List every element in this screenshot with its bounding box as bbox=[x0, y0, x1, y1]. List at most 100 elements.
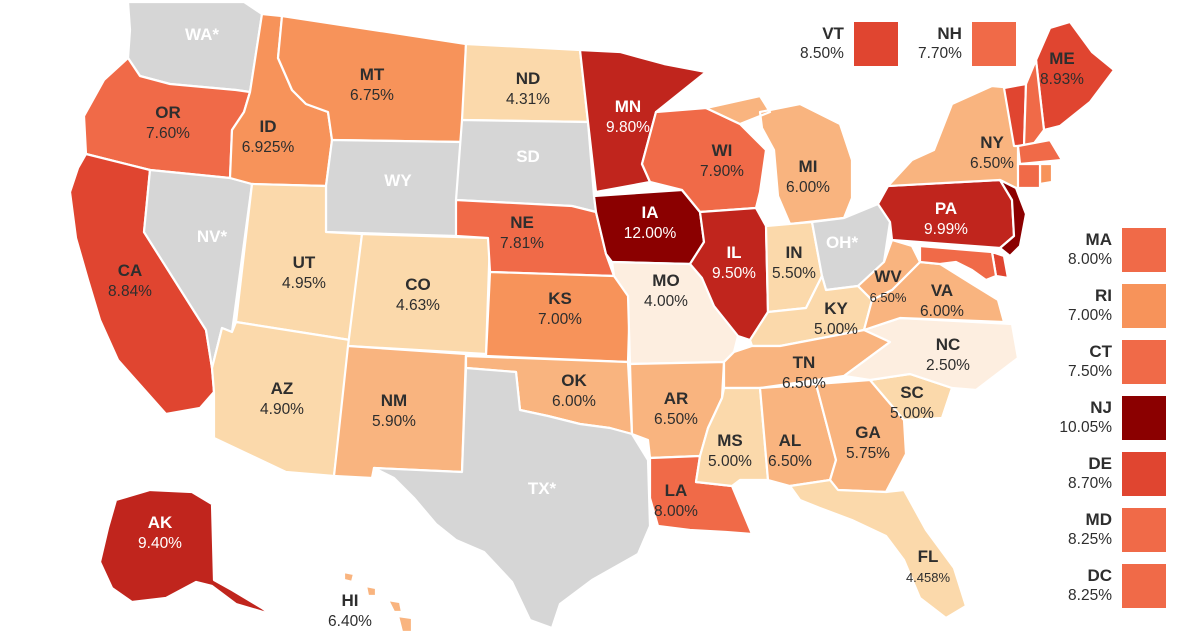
state-rate-me: 8.93% bbox=[1040, 71, 1084, 88]
state-il bbox=[688, 206, 770, 342]
legend-item-dc: DC 8.25% bbox=[1050, 564, 1166, 608]
state-label-nd: ND bbox=[516, 69, 541, 88]
state-label-or: OR bbox=[155, 103, 181, 122]
state-label-wv: WV bbox=[874, 267, 902, 286]
state-rate-fl: 4.458% bbox=[906, 570, 951, 585]
state-az bbox=[210, 320, 352, 478]
state-rate-ar: 6.50% bbox=[654, 411, 698, 428]
state-rate-id: 6.925% bbox=[242, 139, 295, 156]
state-nj bbox=[998, 178, 1028, 258]
state-label-mo: MO bbox=[652, 271, 679, 290]
legend-rate: 8.50% bbox=[800, 45, 844, 62]
state-label-ky: KY bbox=[824, 299, 848, 318]
legend-rate: 7.70% bbox=[918, 45, 962, 62]
state-label-wy: WY bbox=[384, 171, 412, 190]
state-rate-ak: 9.40% bbox=[138, 535, 182, 552]
state-rate-wi: 7.90% bbox=[700, 163, 744, 180]
state-rate-hi: 6.40% bbox=[328, 613, 372, 630]
state-label-tn: TN bbox=[793, 353, 816, 372]
state-label-sd: SD bbox=[516, 147, 540, 166]
state-label-nv: NV* bbox=[197, 227, 228, 246]
state-label-ok: OK bbox=[561, 371, 587, 390]
state-rate-ca: 8.84% bbox=[108, 283, 152, 300]
state-rate-il: 9.50% bbox=[712, 265, 756, 282]
legend-abbr: RI bbox=[1095, 286, 1112, 305]
state-rate-mo: 4.00% bbox=[644, 293, 688, 310]
state-rate-co: 4.63% bbox=[396, 297, 440, 314]
legend-abbr: DC bbox=[1087, 566, 1112, 585]
state-rate-pa: 9.99% bbox=[924, 221, 968, 238]
state-label-wa: WA* bbox=[185, 25, 219, 44]
state-co bbox=[346, 232, 492, 356]
legend-abbr: CT bbox=[1089, 342, 1112, 361]
legend-abbr: MA bbox=[1085, 230, 1112, 249]
state-label-ne: NE bbox=[510, 213, 534, 232]
legend-swatch bbox=[853, 22, 898, 66]
state-label-ny: NY bbox=[980, 133, 1004, 152]
state-label-oh: OH* bbox=[826, 233, 859, 252]
state-fl bbox=[788, 478, 968, 620]
state-nm bbox=[332, 344, 468, 480]
state-rate-nc: 2.50% bbox=[926, 357, 970, 374]
state-label-ia: IA bbox=[642, 203, 659, 222]
state-label-ca: CA bbox=[118, 261, 143, 280]
state-rate-mt: 6.75% bbox=[350, 87, 394, 104]
legend-rate: 8.25% bbox=[1068, 531, 1112, 548]
legend-swatch bbox=[1122, 564, 1166, 608]
legend-item-ct: CT 7.50% bbox=[1050, 340, 1166, 384]
state-label-al: AL bbox=[779, 431, 802, 450]
state-label-va: VA bbox=[931, 281, 953, 300]
state-rate-tn: 6.50% bbox=[782, 375, 826, 392]
state-rate-ne: 7.81% bbox=[500, 235, 544, 252]
state-label-ms: MS bbox=[717, 431, 743, 450]
states-layer bbox=[68, 0, 1116, 633]
state-rate-ia: 12.00% bbox=[624, 225, 677, 242]
state-wv bbox=[856, 238, 922, 302]
legend-rate: 8.25% bbox=[1068, 587, 1112, 604]
state-label-la: LA bbox=[665, 481, 688, 500]
legend-rate: 7.50% bbox=[1068, 363, 1112, 380]
state-rate-or: 7.60% bbox=[146, 125, 190, 142]
state-label-ak: AK bbox=[148, 513, 173, 532]
legend-rate: 7.00% bbox=[1068, 307, 1112, 324]
state-label-hi: HI bbox=[342, 591, 359, 610]
state-label-ks: KS bbox=[548, 289, 572, 308]
state-sd bbox=[454, 118, 598, 214]
state-rate-ms: 5.00% bbox=[708, 453, 752, 470]
state-rate-in: 5.50% bbox=[772, 265, 816, 282]
state-rate-nd: 4.31% bbox=[506, 91, 550, 108]
state-label-fl: FL bbox=[918, 547, 939, 566]
state-ma bbox=[1016, 138, 1064, 166]
state-label-wi: WI bbox=[712, 141, 733, 160]
state-label-me: ME bbox=[1049, 49, 1075, 68]
state-rate-ks: 7.00% bbox=[538, 311, 582, 328]
state-label-in: IN bbox=[786, 243, 803, 262]
state-rate-va: 6.00% bbox=[920, 303, 964, 320]
legend-item-vt: VT 8.50% bbox=[800, 22, 898, 66]
legend-swatch bbox=[971, 22, 1016, 66]
state-label-tx: TX* bbox=[528, 479, 557, 498]
state-label-mn: MN bbox=[615, 97, 641, 116]
state-ri bbox=[1038, 162, 1054, 186]
state-rate-ky: 5.00% bbox=[814, 321, 858, 338]
state-rate-wv: 6.50% bbox=[870, 290, 907, 305]
legend-abbr: NH bbox=[937, 24, 962, 43]
legend-swatch bbox=[1122, 452, 1166, 496]
legend-rate: 10.05% bbox=[1059, 419, 1112, 436]
state-md bbox=[918, 244, 998, 282]
labels-layer: WA* OR 7.60% CA 8.84% NV* ID 6.925% MT 6.75% WY UT 4… bbox=[108, 25, 1084, 630]
state-hi bbox=[342, 570, 414, 633]
state-rate-nm: 5.90% bbox=[372, 413, 416, 430]
state-label-mi: MI bbox=[799, 157, 818, 176]
state-label-nc: NC bbox=[936, 335, 961, 354]
state-label-il: IL bbox=[726, 243, 741, 262]
state-label-sc: SC bbox=[900, 383, 924, 402]
legend-item-ma: MA 8.00% bbox=[1050, 228, 1166, 272]
state-rate-ok: 6.00% bbox=[552, 393, 596, 410]
state-tx bbox=[372, 366, 652, 630]
state-rate-sc: 5.00% bbox=[890, 405, 934, 422]
legend-rate: 8.70% bbox=[1068, 475, 1112, 492]
legend-swatch bbox=[1122, 228, 1166, 272]
state-ct bbox=[1016, 162, 1042, 190]
